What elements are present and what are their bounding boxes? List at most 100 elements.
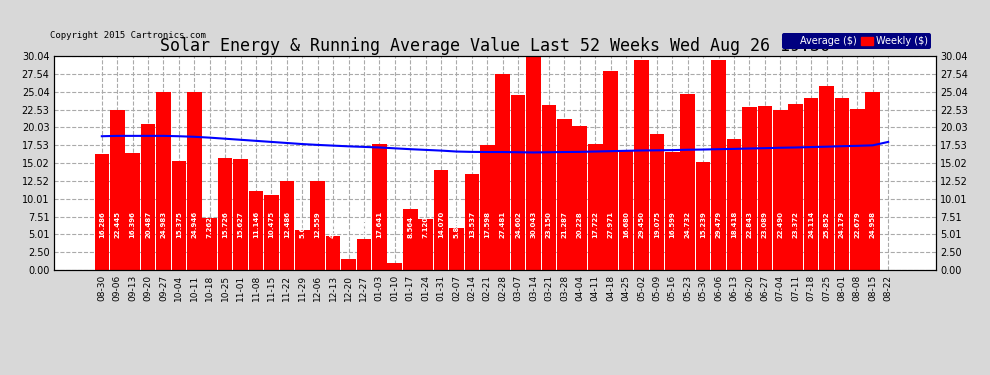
Bar <box>572 126 587 270</box>
Bar <box>819 86 834 270</box>
Bar <box>495 75 510 270</box>
Text: 14.070: 14.070 <box>438 211 445 238</box>
Text: 20.487: 20.487 <box>146 211 151 238</box>
Bar <box>264 195 279 270</box>
Bar <box>449 228 463 270</box>
Bar <box>202 218 217 270</box>
Bar <box>480 145 495 270</box>
Bar <box>187 93 202 270</box>
Legend: Average ($), Weekly ($): Average ($), Weekly ($) <box>782 33 931 49</box>
Bar <box>542 105 556 270</box>
Text: 15.239: 15.239 <box>700 211 706 238</box>
Bar <box>788 104 803 270</box>
Bar <box>234 159 248 270</box>
Bar <box>635 60 648 270</box>
Bar <box>619 152 634 270</box>
Bar <box>850 109 864 270</box>
Text: 22.445: 22.445 <box>114 211 120 238</box>
Text: 7.120: 7.120 <box>423 216 429 238</box>
Text: 22.490: 22.490 <box>777 211 783 238</box>
Bar <box>527 56 541 270</box>
Text: 23.150: 23.150 <box>545 211 552 238</box>
Bar <box>757 106 772 270</box>
Bar <box>511 95 526 270</box>
Text: Copyright 2015 Cartronics.com: Copyright 2015 Cartronics.com <box>50 31 206 40</box>
Text: 24.732: 24.732 <box>685 211 691 238</box>
Text: 13.537: 13.537 <box>469 211 475 238</box>
Text: 16.396: 16.396 <box>130 211 136 238</box>
Bar <box>727 139 742 270</box>
Text: 5.655: 5.655 <box>299 216 305 238</box>
Bar <box>279 181 294 270</box>
Text: 29.479: 29.479 <box>716 211 722 238</box>
Bar <box>557 118 571 270</box>
Text: 25.852: 25.852 <box>824 211 830 238</box>
Text: 17.722: 17.722 <box>592 211 598 238</box>
Bar <box>696 162 711 270</box>
Bar <box>126 153 140 270</box>
Text: 18.418: 18.418 <box>731 211 737 238</box>
Bar <box>171 160 186 270</box>
Bar <box>434 170 448 270</box>
Bar <box>603 71 618 270</box>
Text: 24.179: 24.179 <box>839 211 844 238</box>
Text: 16.680: 16.680 <box>623 211 629 238</box>
Bar <box>295 230 310 270</box>
Text: 16.599: 16.599 <box>669 211 675 238</box>
Bar <box>110 110 125 270</box>
Bar <box>356 239 371 270</box>
Bar <box>419 219 433 270</box>
Bar <box>649 134 664 270</box>
Bar <box>711 60 726 270</box>
Text: 11.146: 11.146 <box>253 211 259 238</box>
Text: 22.843: 22.843 <box>746 211 752 238</box>
Text: 19.075: 19.075 <box>654 211 660 238</box>
Bar <box>326 236 341 270</box>
Text: 23.372: 23.372 <box>793 211 799 238</box>
Text: 5.866: 5.866 <box>453 216 459 238</box>
Text: 16.286: 16.286 <box>99 211 105 238</box>
Text: 24.114: 24.114 <box>808 211 814 238</box>
Bar <box>218 158 233 270</box>
Bar <box>665 152 680 270</box>
Bar <box>372 144 387 270</box>
Bar <box>310 181 325 270</box>
Bar <box>804 98 819 270</box>
Text: 24.983: 24.983 <box>160 211 166 238</box>
Bar <box>94 154 109 270</box>
Text: 20.228: 20.228 <box>577 211 583 238</box>
Text: 23.089: 23.089 <box>762 211 768 238</box>
Text: 27.481: 27.481 <box>500 211 506 238</box>
Bar <box>742 108 756 270</box>
Bar <box>835 98 849 270</box>
Text: 24.602: 24.602 <box>515 211 521 238</box>
Text: 21.287: 21.287 <box>561 211 567 238</box>
Text: 27.971: 27.971 <box>608 211 614 238</box>
Bar <box>156 92 171 270</box>
Text: 4.312: 4.312 <box>361 216 367 238</box>
Bar <box>248 191 263 270</box>
Text: 17.641: 17.641 <box>376 211 382 238</box>
Text: 17.598: 17.598 <box>484 211 490 238</box>
Text: 24.958: 24.958 <box>870 211 876 238</box>
Text: 8.564: 8.564 <box>407 216 413 238</box>
Text: 10.475: 10.475 <box>268 211 274 238</box>
Text: 22.679: 22.679 <box>854 211 860 238</box>
Bar <box>865 92 880 270</box>
Text: 29.450: 29.450 <box>639 211 644 238</box>
Text: 15.726: 15.726 <box>222 211 228 238</box>
Text: 15.375: 15.375 <box>176 211 182 238</box>
Text: 30.043: 30.043 <box>531 211 537 238</box>
Bar <box>403 209 418 270</box>
Bar <box>464 174 479 270</box>
Text: 15.627: 15.627 <box>238 211 244 238</box>
Text: 12.559: 12.559 <box>315 211 321 238</box>
Bar <box>773 110 788 270</box>
Text: 12.486: 12.486 <box>284 211 290 238</box>
Bar <box>387 263 402 270</box>
Text: 4.794: 4.794 <box>330 215 336 238</box>
Bar <box>588 144 603 270</box>
Title: Solar Energy & Running Average Value Last 52 Weeks Wed Aug 26 19:36: Solar Energy & Running Average Value Las… <box>160 37 830 55</box>
Text: 7.262: 7.262 <box>207 216 213 238</box>
Bar <box>141 124 155 270</box>
